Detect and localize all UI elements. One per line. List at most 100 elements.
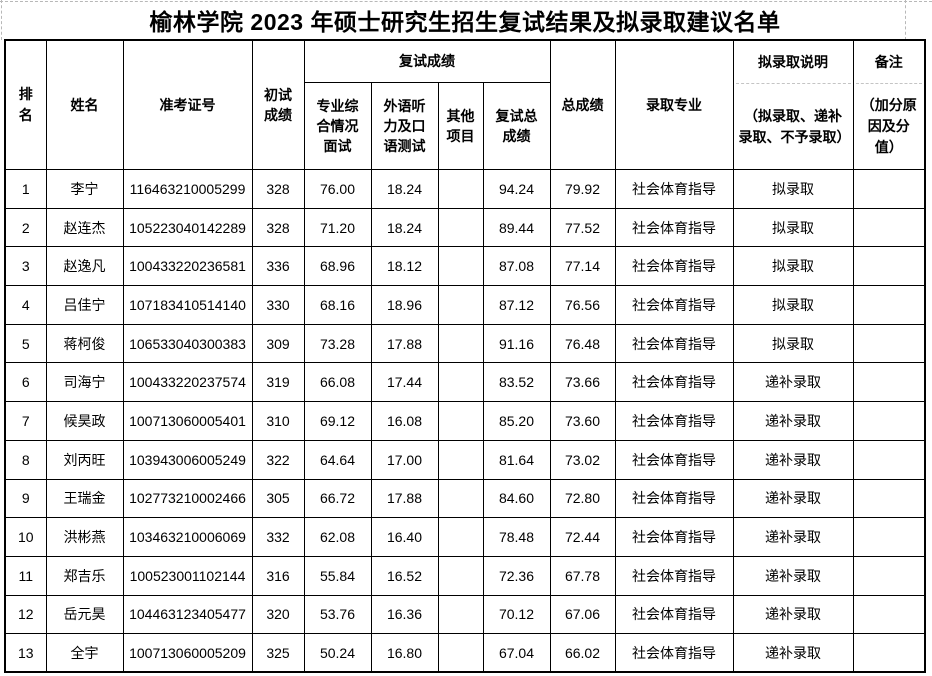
cell-rank: 13 (4, 633, 47, 673)
cell-other (437, 478, 484, 519)
col-header-name: 姓名 (45, 39, 124, 170)
cell-major: 社会体育指导 (614, 285, 734, 325)
cell-interview: 71.20 (303, 207, 372, 248)
table-row: 3 赵逸凡 100433220236581 336 68.96 18.12 87.08 77.… (4, 246, 926, 287)
cell-name: 吕佳宁 (45, 285, 124, 325)
admission-results-table: 排名 姓名 准考证号 初试成绩 复试成绩 总成绩 录取专业 拟录取说明 （拟录取… (4, 39, 926, 674)
cell-other (437, 594, 484, 635)
table-row: 4 吕佳宁 107183410514140 330 68.16 18.96 87.12 76.… (4, 285, 926, 325)
cell-rank: 8 (4, 439, 47, 480)
cell-total: 77.52 (549, 207, 616, 248)
cell-other (437, 362, 484, 403)
cell-total: 66.02 (549, 633, 616, 673)
col-header-retest-total: 复试总成绩 (482, 81, 551, 171)
col-header-retest-group: 复试成绩 (303, 39, 551, 83)
table-row: 11 郑吉乐 100523001102144 316 55.84 16.52 72.36 67… (4, 555, 926, 596)
table-row: 13 全宇 100713060005209 325 50.24 16.80 67.04 66.… (4, 633, 926, 673)
cell-total: 67.06 (549, 594, 616, 635)
cell-admission: 递补录取 (732, 439, 854, 480)
cell-initial: 332 (251, 517, 305, 557)
cell-name: 蒋柯俊 (45, 323, 124, 364)
col-header-major: 录取专业 (614, 39, 734, 170)
cell-admission: 递补录取 (732, 594, 854, 635)
cell-admission: 递补录取 (732, 555, 854, 596)
cell-ticket: 100523001102144 (122, 555, 253, 596)
cell-remark (852, 594, 926, 635)
cell-initial: 325 (251, 633, 305, 673)
cell-major: 社会体育指导 (614, 478, 734, 519)
cell-other (437, 633, 484, 673)
cell-initial: 328 (251, 207, 305, 248)
cell-foreign: 18.24 (370, 169, 439, 209)
cell-name: 候昊政 (45, 401, 124, 441)
cell-interview: 64.64 (303, 439, 372, 480)
cell-name: 全宇 (45, 633, 124, 673)
cell-foreign: 16.08 (370, 401, 439, 441)
cell-rank: 12 (4, 594, 47, 635)
cell-rank: 2 (4, 207, 47, 248)
cell-total: 77.14 (549, 246, 616, 287)
cell-total: 76.56 (549, 285, 616, 325)
cell-name: 刘丙旺 (45, 439, 124, 480)
cell-name: 赵连杰 (45, 207, 124, 248)
cell-major: 社会体育指导 (614, 401, 734, 441)
cell-name: 赵逸凡 (45, 246, 124, 287)
cell-rank: 1 (4, 169, 47, 209)
cell-other (437, 401, 484, 441)
cell-admission: 拟录取 (732, 323, 854, 364)
cell-initial: 309 (251, 323, 305, 364)
page-break-dashed-line-right (905, 0, 906, 40)
cell-remark (852, 555, 926, 596)
cell-name: 洪彬燕 (45, 517, 124, 557)
cell-initial: 322 (251, 439, 305, 480)
cell-interview: 66.72 (303, 478, 372, 519)
cell-ticket: 103463210006069 (122, 517, 253, 557)
cell-major: 社会体育指导 (614, 439, 734, 480)
cell-rank: 7 (4, 401, 47, 441)
cell-admission: 递补录取 (732, 362, 854, 403)
cell-retest_total: 94.24 (482, 169, 551, 209)
cell-interview: 69.12 (303, 401, 372, 441)
cell-ticket: 105223040142289 (122, 207, 253, 248)
col-header-total-score: 总成绩 (549, 39, 616, 170)
cell-foreign: 18.96 (370, 285, 439, 325)
cell-remark (852, 169, 926, 209)
admission-status-label: 拟录取说明 (758, 54, 828, 70)
table-row: 2 赵连杰 105223040142289 328 71.20 18.24 89.44 77.… (4, 207, 926, 248)
cell-foreign: 16.36 (370, 594, 439, 635)
cell-foreign: 16.40 (370, 517, 439, 557)
cell-total: 76.48 (549, 323, 616, 364)
col-header-other-items: 其他项目 (437, 81, 484, 171)
cell-interview: 73.28 (303, 323, 372, 364)
remark-label: 备注 (874, 54, 903, 70)
cell-total: 73.60 (549, 401, 616, 441)
cell-initial: 319 (251, 362, 305, 403)
cell-total: 72.44 (549, 517, 616, 557)
page-break-dashed-line-top (0, 1, 932, 2)
cell-major: 社会体育指导 (614, 246, 734, 287)
cell-retest_total: 85.20 (482, 401, 551, 441)
cell-other (437, 169, 484, 209)
cell-retest_total: 70.12 (482, 594, 551, 635)
cell-retest_total: 67.04 (482, 633, 551, 673)
cell-major: 社会体育指导 (614, 207, 734, 248)
cell-remark (852, 323, 926, 364)
cell-foreign: 18.24 (370, 207, 439, 248)
cell-major: 社会体育指导 (614, 362, 734, 403)
col-header-ticket: 准考证号 (122, 39, 253, 170)
col-header-interview: 专业综合情况面试 (303, 81, 372, 171)
cell-total: 67.78 (549, 555, 616, 596)
cell-initial: 328 (251, 169, 305, 209)
table-row: 12 岳元昊 104463123405477 320 53.76 16.36 70.12 67… (4, 594, 926, 635)
cell-major: 社会体育指导 (614, 323, 734, 364)
cell-foreign: 17.44 (370, 362, 439, 403)
cell-foreign: 18.12 (370, 246, 439, 287)
cell-admission: 拟录取 (732, 169, 854, 209)
cell-remark (852, 246, 926, 287)
cell-major: 社会体育指导 (614, 633, 734, 673)
cell-other (437, 555, 484, 596)
cell-remark (852, 478, 926, 519)
cell-initial: 310 (251, 401, 305, 441)
cell-remark (852, 285, 926, 325)
